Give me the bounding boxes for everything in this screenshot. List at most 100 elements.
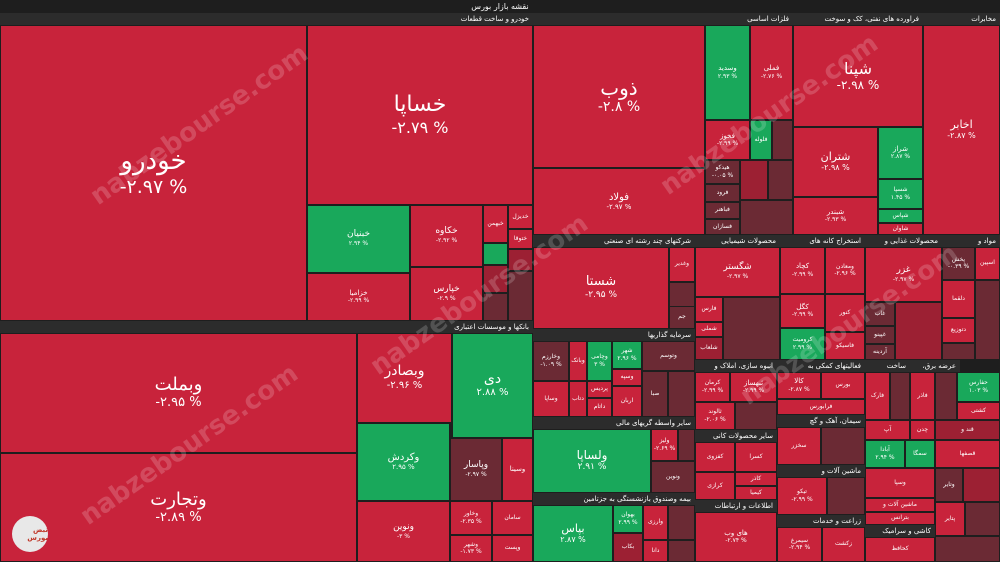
stock-tile[interactable]: تیکو -۲.۹۹ % xyxy=(777,477,827,515)
stock-tile[interactable] xyxy=(740,160,768,200)
stock-tile[interactable]: دلقما xyxy=(942,280,975,318)
sector-header[interactable]: فلزات اساسی xyxy=(533,13,793,25)
stock-tile[interactable]: آردینه xyxy=(865,344,895,360)
stock-tile[interactable] xyxy=(668,371,695,417)
stock-tile[interactable]: سمگا xyxy=(905,440,935,468)
stock-tile[interactable]: شراز ۲.۸۷ % xyxy=(878,127,923,179)
stock-tile[interactable]: خدیزل xyxy=(508,205,533,229)
stock-tile[interactable]: شهر ۲.۹۶ % xyxy=(612,341,642,369)
stock-tile[interactable]: پردیس xyxy=(587,381,612,398)
stock-tile[interactable]: هیدکو -۰.۰۵ % xyxy=(705,160,740,184)
stock-tile[interactable] xyxy=(508,249,533,271)
stock-tile[interactable]: کشتی xyxy=(957,402,1000,420)
stock-tile[interactable]: وکردش ۲.۹۵ % xyxy=(357,423,450,501)
stock-tile[interactable]: وسپه xyxy=(612,369,642,386)
stock-tile[interactable]: چدن xyxy=(910,420,935,440)
stock-tile[interactable]: وتجارت -۲.۸۹ % xyxy=(0,453,357,562)
stock-tile[interactable]: پخش -۰.۳۹ % xyxy=(942,247,975,280)
stock-tile[interactable] xyxy=(821,427,865,465)
stock-tile[interactable] xyxy=(735,402,777,430)
stock-tile[interactable]: ثالوند -۲.۰۶ % xyxy=(695,402,735,430)
stock-tile[interactable]: سامان xyxy=(492,501,533,535)
stock-tile[interactable] xyxy=(483,265,508,293)
stock-tile[interactable]: آپ xyxy=(865,420,910,440)
stock-tile[interactable]: ولیز -۲.۶۹ % xyxy=(651,429,678,461)
stock-tile[interactable] xyxy=(935,536,1000,562)
stock-tile[interactable]: داتام xyxy=(587,398,612,417)
stock-tile[interactable]: آبادا ۲.۹۴ % xyxy=(865,440,905,468)
sector-header[interactable]: اطلاعات و ارتباطات xyxy=(695,500,777,512)
sector-header[interactable]: سیمان، آهک و گچ xyxy=(777,415,865,427)
stock-tile[interactable]: دانا xyxy=(643,540,668,562)
stock-tile[interactable]: پتایر xyxy=(935,502,965,536)
stock-tile[interactable] xyxy=(942,343,975,360)
stock-tile[interactable]: وارزی xyxy=(643,505,668,540)
stock-tile[interactable]: کیمیا xyxy=(735,486,777,500)
stock-tile[interactable]: شسپا ۱.۴۵ % xyxy=(878,179,923,209)
stock-tile[interactable]: فلوله xyxy=(750,120,772,160)
sector-header[interactable]: ساخت xyxy=(865,360,910,372)
stock-tile[interactable]: فارس xyxy=(695,297,723,322)
sector-header[interactable]: مواد و xyxy=(942,235,1000,247)
stock-tile[interactable]: وخاور -۲.۳۵ % xyxy=(450,501,492,535)
stock-tile[interactable]: فاذر xyxy=(910,372,935,420)
stock-tile[interactable]: شبندر -۲.۹۳ % xyxy=(793,197,878,235)
stock-tile[interactable]: وپست xyxy=(492,535,533,562)
sector-header[interactable]: عرضه برق، xyxy=(910,360,960,372)
stock-tile[interactable]: وسپا xyxy=(865,468,935,498)
stock-tile[interactable]: کچاد -۲.۹۹ % xyxy=(780,247,825,294)
stock-tile[interactable]: وسدید ۲.۹۳ % xyxy=(705,25,750,120)
stock-tile[interactable]: خودرو -۲.۹۷ % xyxy=(0,25,307,321)
stock-tile[interactable] xyxy=(935,372,957,420)
stock-tile[interactable]: کرازی xyxy=(695,472,735,500)
stock-tile[interactable]: شگستر -۲.۹۷ % xyxy=(695,247,780,297)
stock-tile[interactable] xyxy=(963,468,1000,502)
stock-tile[interactable]: وبصادر -۲.۹۶ % xyxy=(357,333,452,423)
stock-tile[interactable] xyxy=(965,502,1000,536)
stock-tile[interactable]: دی ۲.۸۸ % xyxy=(452,333,533,438)
stock-tile[interactable]: ختوقا xyxy=(508,229,533,249)
stock-tile[interactable]: وتایر xyxy=(935,468,963,502)
stock-tile[interactable]: کرومیت ۲.۹۹ % xyxy=(780,328,825,360)
stock-tile[interactable]: ونوین -۳ % xyxy=(357,501,450,562)
stock-tile[interactable]: شلعاب xyxy=(695,337,723,360)
stock-tile[interactable]: ومعادن -۲.۹۶ % xyxy=(825,247,865,294)
stock-tile[interactable]: شتران -۲.۹۸ % xyxy=(793,127,878,197)
stock-tile[interactable]: فاسیکو xyxy=(825,332,865,360)
stock-tile[interactable]: خبنیان ۲.۹۴ % xyxy=(307,205,410,273)
stock-tile[interactable]: فرود xyxy=(705,184,740,202)
stock-tile[interactable]: سخزر xyxy=(777,427,821,465)
stock-tile[interactable] xyxy=(768,160,793,200)
sector-header[interactable]: محصولات شیمیایی xyxy=(695,235,780,247)
sector-header[interactable]: فعالیتهای کمکی به xyxy=(777,360,865,372)
stock-tile[interactable] xyxy=(772,120,793,160)
stock-tile[interactable]: سیمرغ -۲.۹۴ % xyxy=(777,527,822,562)
stock-tile[interactable]: دتاب xyxy=(569,381,587,417)
stock-tile[interactable]: وشهر -۱.۷۳ % xyxy=(450,535,492,562)
stock-tile[interactable] xyxy=(975,280,1000,360)
stock-tile[interactable]: صبا xyxy=(642,371,668,417)
sector-header[interactable]: استخراج کانه های xyxy=(780,235,865,247)
sector-header[interactable]: شرکتهای چند رشته ای صنعتی xyxy=(533,235,695,247)
stock-tile[interactable]: کاذر xyxy=(735,472,777,486)
stock-tile[interactable]: ثبهساز -۲.۹۹ % xyxy=(730,372,777,402)
stock-tile[interactable]: قند و xyxy=(935,420,1000,440)
sector-header[interactable]: فراورده های نفتی، کک و سوخت xyxy=(793,13,923,25)
stock-tile[interactable]: وغدیر xyxy=(669,247,695,282)
stock-tile[interactable]: وخارزم -۱.۰۹ % xyxy=(533,341,569,381)
stock-tile[interactable]: غاب xyxy=(865,302,895,326)
stock-tile[interactable]: غپینو xyxy=(865,326,895,344)
stock-tile[interactable]: ذوب -۲.۸ % xyxy=(533,25,705,168)
stock-tile[interactable]: های وب -۲.۷۴ % xyxy=(695,512,777,562)
stock-tile[interactable]: شپاس xyxy=(878,209,923,223)
stock-tile[interactable] xyxy=(668,540,695,562)
sector-header[interactable]: محصولات غذایی و xyxy=(865,235,942,247)
stock-tile[interactable]: غزر -۲.۹۷ % xyxy=(865,247,942,302)
stock-tile[interactable]: فارک xyxy=(865,372,890,420)
stock-tile[interactable]: شاوان xyxy=(878,223,923,235)
stock-tile[interactable]: وچامی ۳ % xyxy=(587,341,612,381)
sector-header[interactable]: بانکها و موسسات اعتباری xyxy=(0,321,533,333)
stock-tile[interactable]: فملی -۲.۷۶ % xyxy=(750,25,793,120)
sector-header[interactable]: خودرو و ساخت قطعات xyxy=(0,13,533,25)
sector-header[interactable]: کاشی و سرامیک xyxy=(865,525,935,537)
